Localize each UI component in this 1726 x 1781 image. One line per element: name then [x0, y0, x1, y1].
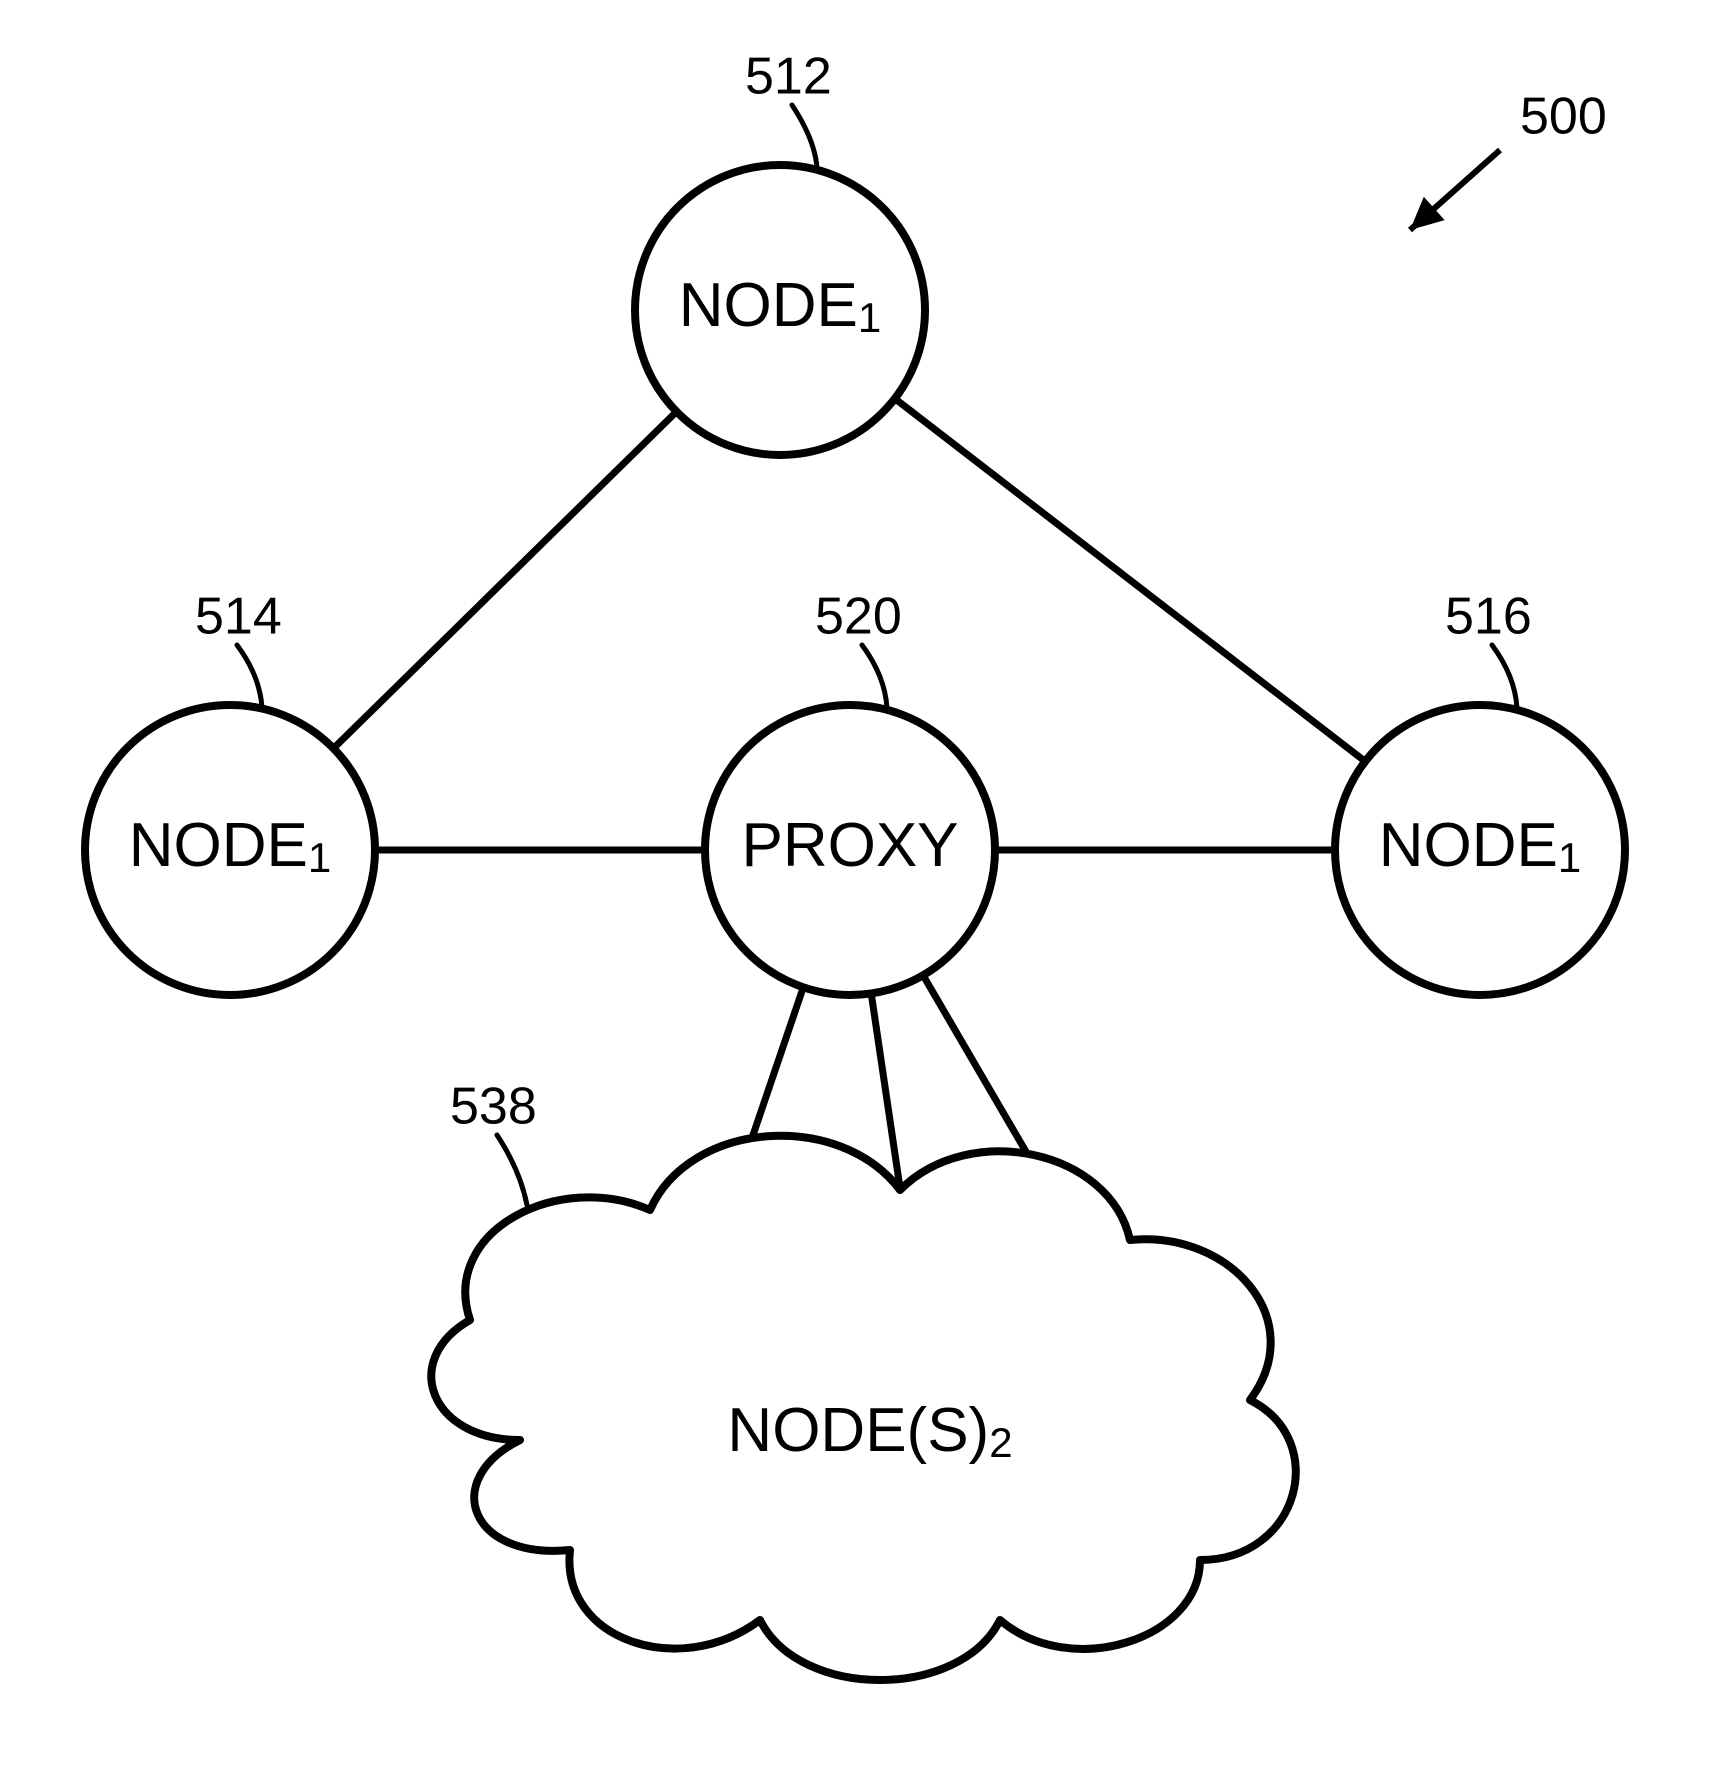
- ref-callout-r514: [237, 645, 262, 708]
- ref-label-layer: 500 512 514 520 516 538: [195, 48, 1607, 1205]
- node-n516-label: NODE1: [1379, 811, 1582, 880]
- node-n520-label: PROXY: [741, 811, 958, 880]
- ref-label-r538: 538: [450, 1078, 537, 1136]
- cloud-layer: NODE(S)2: [431, 1136, 1295, 1680]
- edge-n512-n516: [895, 399, 1365, 762]
- edge-n520-cloud-top_mid: [871, 993, 900, 1188]
- node-layer: NODE1 NODE1 PROXY NODE1: [85, 165, 1625, 995]
- ref-label-r512: 512: [745, 48, 832, 106]
- ref-callout-r520: [862, 645, 887, 708]
- ref-label-r514: 514: [195, 588, 282, 646]
- ref-callout-r512: [792, 105, 817, 168]
- node-n514-label: NODE1: [129, 811, 332, 880]
- edge-n512-n514: [333, 412, 676, 749]
- node-n512-label: NODE1: [679, 271, 882, 340]
- ref-callout-r538: [497, 1135, 527, 1205]
- cloud-label: NODE(S)2: [727, 1396, 1012, 1465]
- ref-label-r516: 516: [1445, 588, 1532, 646]
- ref-callout-r516: [1492, 645, 1517, 708]
- ref-label-r500: 500: [1520, 88, 1607, 146]
- ref-label-r520: 520: [815, 588, 902, 646]
